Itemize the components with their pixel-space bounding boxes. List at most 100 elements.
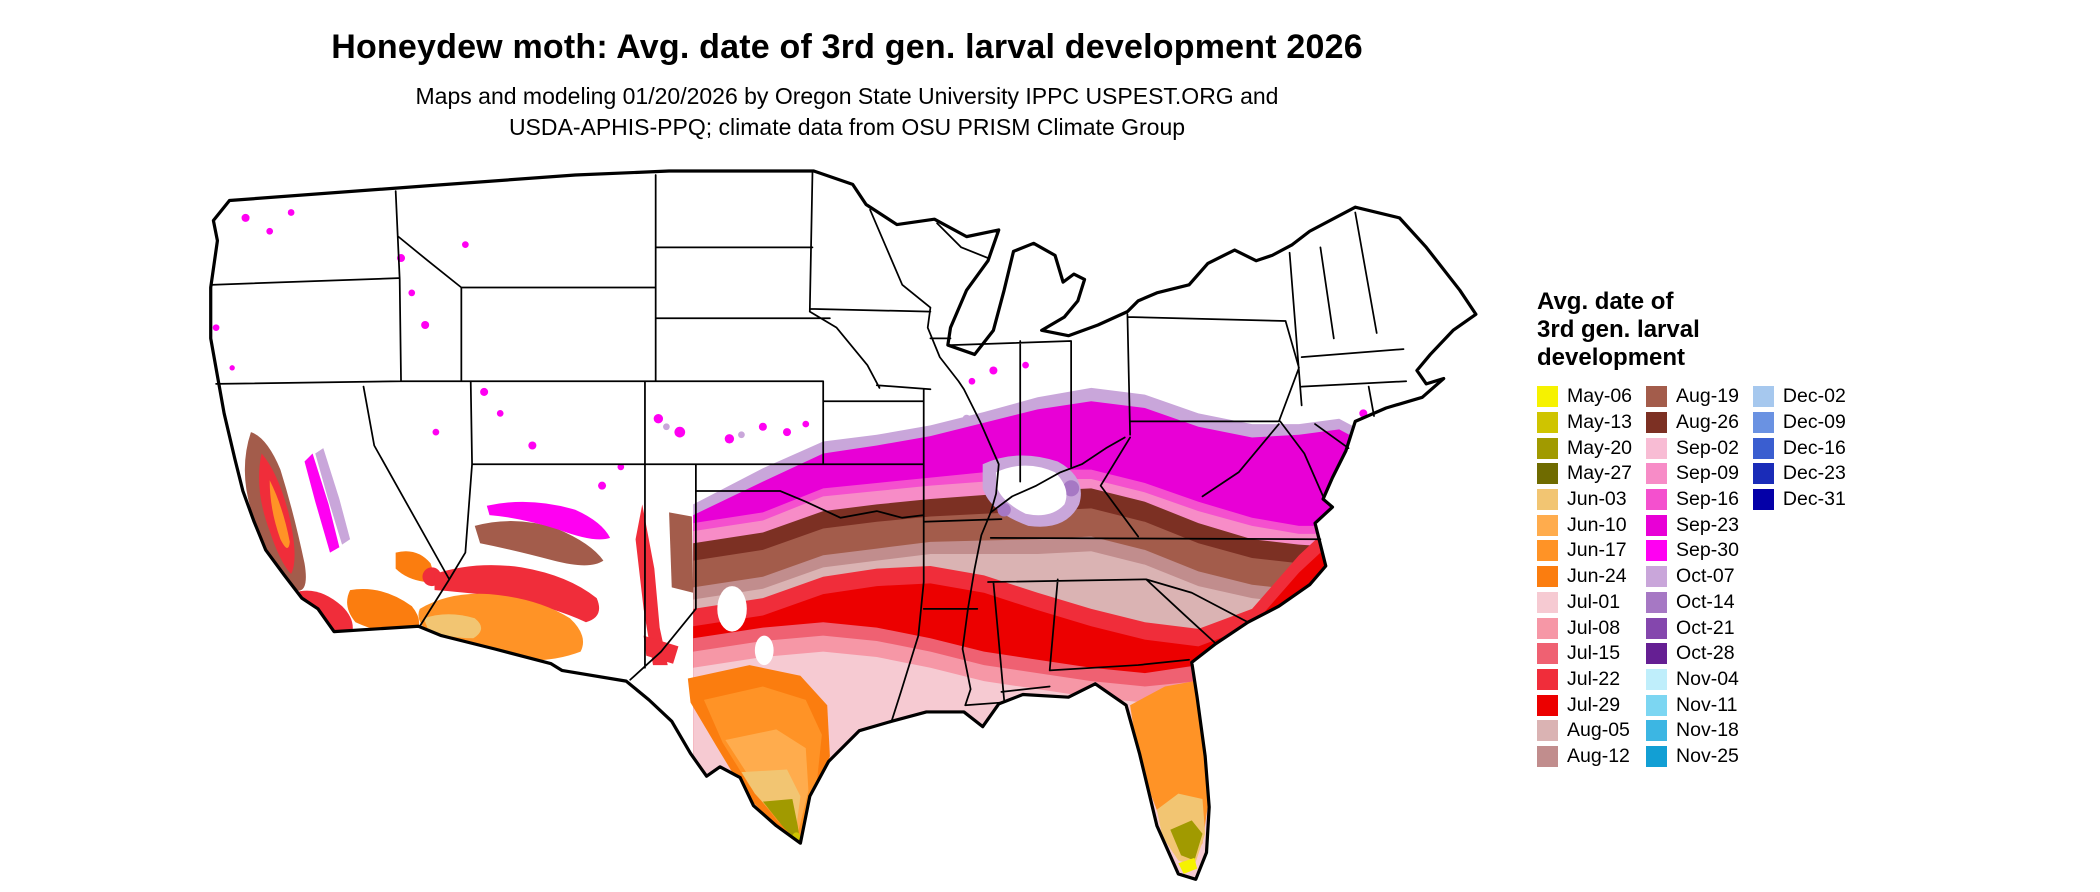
legend-date-label: Aug-05: [1567, 719, 1630, 742]
legend-date-label: Jul-08: [1567, 616, 1621, 639]
map-fill-layer: [210, 171, 1476, 880]
legend-date-label: Jun-03: [1567, 488, 1627, 511]
legend-date-label: Sep-30: [1676, 539, 1739, 562]
legend-color-swatch: [1646, 514, 1668, 536]
legend-date-label: Sep-16: [1676, 488, 1739, 511]
west-magenta-specks: [212, 209, 1368, 490]
legend-color-swatch: [1752, 463, 1774, 485]
legend-entry: Jul-15: [1537, 641, 1632, 667]
legend-color-swatch: [1537, 745, 1558, 767]
legend-entry: Nov-04: [1646, 667, 1739, 693]
legend-date-label: Jun-17: [1567, 539, 1627, 562]
legend-color-swatch: [1537, 617, 1558, 639]
legend-date-label: Nov-11: [1676, 693, 1738, 716]
state-borders: [209, 171, 1408, 723]
legend-color-swatch: [1646, 437, 1668, 459]
legend-color-swatch: [1646, 668, 1668, 690]
legend-entry: Nov-11: [1646, 692, 1739, 718]
region-socal-orange: [347, 589, 420, 636]
legend-entry: Jul-01: [1537, 590, 1632, 616]
region-fl-may06: [1178, 857, 1198, 874]
legend-color-swatch: [1646, 617, 1668, 639]
legend-color-swatch: [1646, 463, 1668, 485]
legend-entry: Jun-10: [1537, 512, 1632, 538]
legend-entry: Sep-02: [1646, 435, 1739, 461]
legend-entry: Sep-23: [1646, 512, 1739, 538]
legend-entry: Dec-02: [1752, 384, 1846, 410]
legend-color-swatch: [1537, 720, 1558, 742]
legend-color-swatch: [1537, 694, 1558, 716]
legend-color-swatch: [1646, 489, 1668, 511]
region-az-brown: [474, 521, 604, 566]
legend-color-swatch: [1646, 694, 1668, 716]
legend-date-label: Aug-12: [1567, 744, 1630, 767]
legend-color-swatch: [1646, 643, 1668, 665]
legend-date-label: Oct-21: [1676, 616, 1735, 639]
legend-date-label: Jul-22: [1567, 667, 1621, 690]
legend-date-label: Jul-15: [1567, 642, 1621, 665]
region-sierra-purple: [315, 448, 351, 545]
legend-date-label: Sep-09: [1676, 462, 1739, 485]
map-title: Honeydew moth: Avg. date of 3rd gen. lar…: [331, 28, 1363, 66]
map-subtitle: Maps and modeling 01/20/2026 by Oregon S…: [0, 81, 1694, 143]
region-az-rim-magenta: [486, 501, 611, 540]
legend-date-label: Dec-31: [1782, 488, 1846, 511]
region-wtx-mtn-white: [717, 586, 747, 632]
legend-color-swatch: [1537, 566, 1558, 588]
legend-entry: Jun-03: [1537, 487, 1632, 513]
region-nm-east-brown: [669, 512, 694, 593]
legend-color-swatch: [1537, 412, 1558, 434]
legend-date-label: Aug-19: [1676, 385, 1739, 408]
legend-date-label: Oct-28: [1676, 642, 1735, 665]
legend-entry: Dec-16: [1752, 435, 1846, 461]
legend-color-swatch: [1646, 591, 1668, 613]
legend-date-label: Dec-02: [1782, 385, 1846, 408]
legend-date-label: May-06: [1567, 385, 1633, 408]
legend-color-swatch: [1752, 412, 1774, 434]
legend-color-swatch: [1537, 386, 1558, 408]
region-az-tan: [423, 614, 482, 639]
subtitle-line-2: USDA-APHIS-PPQ; climate data from OSU PR…: [508, 114, 1186, 140]
legend-color-swatch: [1537, 643, 1558, 665]
legend-entry: May-27: [1537, 461, 1632, 487]
legend-entry: Sep-30: [1646, 538, 1739, 564]
legend-color-swatch: [1537, 668, 1558, 690]
legend-title: Avg. date of 3rd gen. larval development: [1537, 288, 1860, 372]
legend-date-label: May-20: [1567, 436, 1633, 459]
region-appalachia-oct14b: [997, 503, 1011, 517]
subtitle-line-1: Maps and modeling 01/20/2026 by Oregon S…: [415, 83, 1279, 109]
region-wtx-mtn-white2: [754, 635, 774, 666]
us-outline: [209, 169, 1478, 881]
legend-color-swatch: [1537, 514, 1558, 536]
legend-entry: May-13: [1537, 410, 1632, 436]
legend-color-swatch: [1752, 437, 1774, 459]
legend-entry: Jul-08: [1537, 615, 1632, 641]
legend-color-swatch: [1646, 566, 1668, 588]
legend-date-label: Jun-10: [1567, 513, 1627, 536]
legend-entry: Aug-05: [1537, 718, 1632, 744]
region-appalachia-oct14: [1063, 480, 1080, 497]
legend-color-swatch: [1537, 489, 1558, 511]
legend-date-label: Nov-18: [1676, 719, 1739, 742]
legend-entry: Dec-23: [1752, 461, 1846, 487]
legend-color-swatch: [1537, 437, 1558, 459]
region-fl-keys-may06: [1135, 876, 1171, 880]
legend-entry: Oct-07: [1646, 564, 1739, 590]
legend-date-label: Dec-23: [1782, 462, 1846, 485]
legend-date-label: Aug-26: [1676, 411, 1739, 434]
legend-date-label: Nov-25: [1676, 744, 1739, 767]
us-choropleth-map: [200, 167, 1500, 890]
legend-color-swatch: [1646, 386, 1668, 408]
legend-date-label: Jul-01: [1567, 590, 1621, 613]
legend-entry: Jul-29: [1537, 692, 1632, 718]
legend-column: May-06 May-13 May-20 May-27 Jun-03 Jun-10 Jun-…: [1537, 384, 1632, 769]
legend-date-label: May-27: [1567, 462, 1633, 485]
legend-entry: Aug-26: [1646, 410, 1739, 436]
legend-entry: Oct-28: [1646, 641, 1739, 667]
legend-entry: Sep-09: [1646, 461, 1739, 487]
legend-date-label: Oct-14: [1676, 590, 1735, 613]
legend-color-swatch: [1646, 412, 1668, 434]
legend-entry: Nov-25: [1646, 744, 1739, 770]
legend-entry: May-20: [1537, 435, 1632, 461]
legend-color-swatch: [1646, 720, 1668, 742]
